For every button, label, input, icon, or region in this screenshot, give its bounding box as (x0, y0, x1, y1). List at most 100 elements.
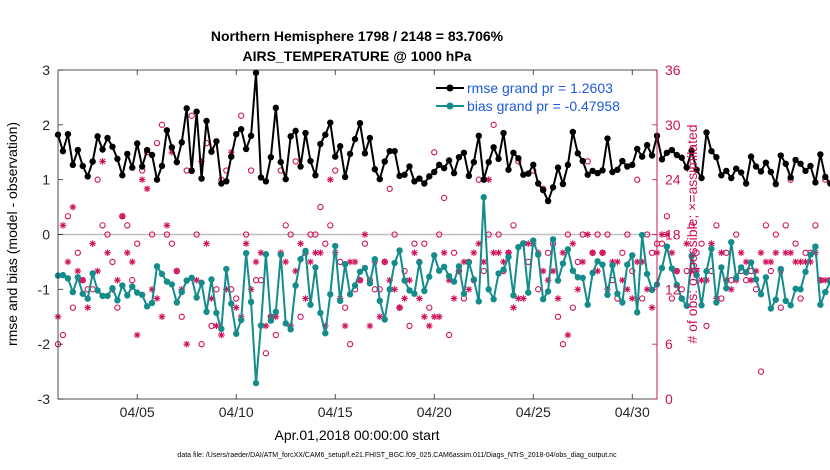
bias-point (307, 301, 314, 308)
possible-obs-marker (510, 222, 517, 229)
rmse-point (356, 119, 364, 127)
assimilated-obs-marker (282, 258, 290, 266)
bias-point (188, 274, 195, 282)
assimilated-obs-marker (59, 222, 67, 229)
bias-point (396, 247, 403, 254)
bias-point (366, 280, 374, 287)
assimilated-obs-marker (787, 249, 794, 257)
bias-point (693, 271, 700, 279)
possible-obs-marker (134, 240, 141, 247)
bias-point (317, 309, 324, 317)
bias-point (346, 291, 354, 298)
rmse-point (282, 175, 289, 183)
possible-obs-marker (782, 222, 789, 229)
rmse-point (416, 175, 423, 182)
y-left-tick-label: 3 (42, 62, 50, 78)
rmse-point (237, 126, 245, 133)
legend-box (434, 78, 646, 116)
rmse-point (569, 128, 577, 136)
bias-point (237, 316, 245, 324)
rmse-point (638, 153, 646, 160)
bias-point (163, 278, 171, 285)
bias-point (673, 281, 681, 289)
possible-obs-marker (74, 249, 81, 256)
possible-obs-marker (421, 240, 428, 247)
rmse-point (346, 150, 354, 158)
assimilated-obs-marker (153, 295, 161, 302)
bias-point (817, 301, 824, 308)
rmse-point (480, 176, 487, 183)
rmse-point (718, 172, 725, 179)
rmse-point (228, 153, 235, 160)
assimilated-obs-marker (425, 322, 433, 330)
rmse-point (673, 151, 681, 159)
assimilated-obs-marker (302, 295, 309, 302)
bias-point (599, 261, 606, 268)
rmse-point (559, 180, 567, 188)
bias-point (638, 231, 646, 239)
bias-point (737, 264, 745, 271)
assimilated-obs-marker (79, 276, 87, 284)
bias-point (688, 252, 695, 260)
assimilated-obs-marker (376, 313, 384, 321)
rmse-point (470, 158, 478, 166)
rmse-point (534, 180, 542, 187)
assimilated-obs-marker (64, 258, 72, 266)
rmse-point (124, 150, 131, 158)
bias-point (728, 238, 735, 246)
bias-point (549, 236, 557, 243)
rmse-point (84, 173, 91, 180)
possible-obs-marker (178, 313, 185, 320)
assimilated-obs-marker (574, 286, 582, 293)
bias-point (777, 265, 784, 273)
bias-point (435, 267, 443, 274)
rmse-point (609, 168, 616, 176)
bias-point (129, 283, 136, 290)
rmse-point (460, 149, 468, 156)
rmse-point (648, 152, 656, 159)
assimilated-obs-marker (465, 286, 473, 293)
rmse-point (490, 144, 497, 151)
assimilated-obs-markers (54, 148, 830, 348)
possible-obs-marker (148, 231, 156, 238)
rmse-point (401, 171, 408, 178)
possible-obs-marker (436, 231, 443, 238)
bias-point (465, 259, 473, 266)
possible-obs-marker (341, 304, 349, 311)
rmse-point (341, 173, 349, 181)
rmse-point (148, 151, 156, 159)
bias-point (723, 285, 730, 292)
rmse-point (327, 119, 334, 126)
bias-point (267, 317, 275, 324)
possible-obs-marker (411, 240, 418, 247)
rmse-point (143, 146, 151, 154)
possible-obs-marker (99, 222, 106, 229)
rmse-point (272, 104, 280, 112)
assimilated-obs-marker (495, 249, 502, 257)
possible-obs-marker (777, 304, 784, 311)
bias-point (74, 274, 82, 281)
assimilated-obs-marker (564, 331, 572, 339)
rmse-point (302, 129, 309, 137)
rmse-point (525, 170, 532, 177)
assimilated-obs-marker (485, 176, 492, 183)
bias-point (495, 270, 502, 277)
possible-obs-marker (247, 167, 255, 174)
assimilated-obs-marker (124, 249, 131, 257)
possible-obs-marker (431, 149, 438, 156)
rmse-point (312, 172, 319, 179)
possible-obs-marker (604, 231, 611, 238)
rmse-point (485, 158, 492, 166)
rmse-point (163, 127, 171, 134)
rmse-point (178, 139, 185, 146)
rmse-point (698, 174, 705, 182)
rmse-point (104, 134, 111, 142)
bias-point (772, 296, 780, 303)
possible-obs-marker (406, 322, 413, 330)
bias-point (178, 288, 185, 296)
bias-point (247, 298, 255, 306)
bias-point (426, 273, 433, 280)
possible-obs-marker (188, 112, 195, 119)
bias-point (153, 263, 161, 270)
assimilated-obs-marker (326, 176, 334, 183)
